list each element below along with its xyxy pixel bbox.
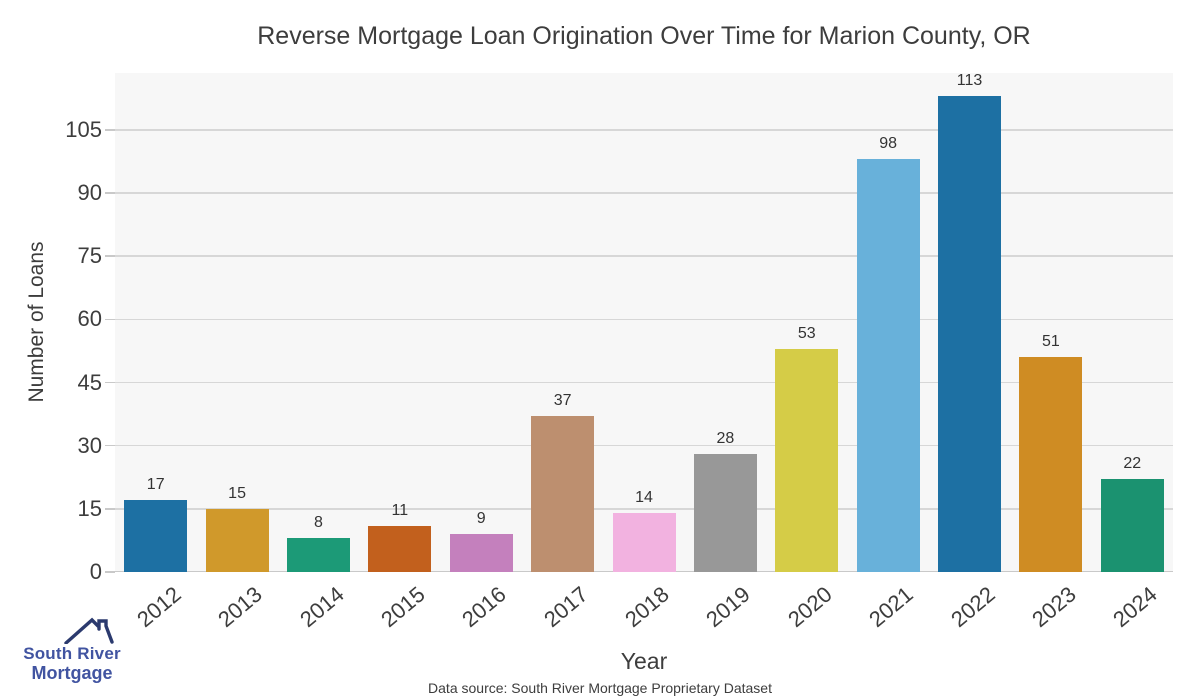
bar-2020 bbox=[775, 348, 839, 572]
y-tick-mark bbox=[105, 444, 115, 447]
gridline bbox=[115, 192, 1173, 194]
y-tick-mark bbox=[105, 192, 115, 194]
x-tick-label: 2018 bbox=[620, 581, 674, 633]
x-tick-label: 2017 bbox=[538, 581, 593, 633]
gridline bbox=[115, 129, 1173, 131]
x-tick-label: 2013 bbox=[213, 581, 267, 633]
bar-value-label: 28 bbox=[716, 430, 735, 448]
bar-2013 bbox=[205, 508, 269, 572]
y-tick-mark bbox=[105, 508, 115, 510]
gridline bbox=[115, 255, 1173, 257]
bar-2016 bbox=[449, 534, 513, 572]
y-tick-label: 45 bbox=[77, 369, 102, 395]
x-tick-label: 2016 bbox=[457, 581, 512, 633]
y-tick-label: 15 bbox=[77, 495, 102, 521]
y-tick-mark bbox=[105, 129, 115, 131]
bar-2024 bbox=[1100, 479, 1164, 572]
data-source-caption: Data source: South River Mortgage Propri… bbox=[428, 680, 772, 696]
y-tick-label: 60 bbox=[77, 306, 102, 332]
bar-value-label: 51 bbox=[1042, 333, 1060, 351]
x-tick-label: 2015 bbox=[376, 581, 430, 633]
x-tick-label: 2022 bbox=[945, 581, 1000, 633]
house-roof-icon bbox=[64, 617, 114, 644]
bar-2022 bbox=[938, 96, 1002, 572]
gridline bbox=[115, 318, 1173, 321]
bar-2017 bbox=[531, 416, 595, 572]
y-tick-mark bbox=[105, 571, 115, 573]
logo-text-line2: Mortgage bbox=[31, 662, 113, 683]
bar-value-label: 14 bbox=[635, 489, 653, 507]
x-axis-label: Year bbox=[620, 648, 668, 674]
bar-value-label: 9 bbox=[476, 510, 486, 528]
x-tick-label: 2012 bbox=[131, 581, 186, 633]
y-tick-mark bbox=[105, 255, 115, 257]
x-tick-label: 2014 bbox=[294, 581, 349, 633]
bar-2014 bbox=[286, 538, 350, 572]
y-tick-label: 75 bbox=[77, 243, 102, 269]
x-tick-label: 2019 bbox=[701, 581, 756, 633]
x-tick-label: 2023 bbox=[1027, 581, 1081, 633]
gridline bbox=[115, 508, 1173, 510]
x-tick-label: 2020 bbox=[782, 581, 837, 633]
logo: South River Mortgage bbox=[18, 617, 126, 682]
bar-2015 bbox=[368, 525, 432, 572]
bar-value-label: 98 bbox=[879, 135, 898, 153]
bar-value-label: 17 bbox=[146, 476, 165, 494]
bar-2018 bbox=[612, 513, 676, 572]
y-tick-label: 105 bbox=[65, 116, 102, 142]
bar-value-label: 22 bbox=[1123, 455, 1142, 473]
bar-value-label: 37 bbox=[553, 392, 572, 410]
bar-2021 bbox=[856, 159, 920, 572]
chart-title: Reverse Mortgage Loan Origination Over T… bbox=[257, 22, 1031, 50]
bar-2023 bbox=[1019, 357, 1083, 572]
y-tick-mark bbox=[105, 318, 115, 321]
y-tick-label: 90 bbox=[77, 180, 102, 205]
bar-value-label: 113 bbox=[956, 72, 983, 90]
gridline bbox=[115, 444, 1173, 447]
plot-area bbox=[115, 73, 1173, 572]
bar-value-label: 11 bbox=[391, 501, 409, 519]
y-tick-label: 0 bbox=[89, 559, 102, 584]
bar-value-label: 53 bbox=[797, 324, 816, 342]
y-tick-label: 30 bbox=[77, 432, 102, 458]
bar-2019 bbox=[693, 454, 757, 572]
y-tick-mark bbox=[105, 381, 115, 384]
x-tick-label: 2024 bbox=[1108, 581, 1163, 633]
bar-value-label: 15 bbox=[228, 484, 246, 502]
x-tick-label: 2021 bbox=[864, 581, 918, 633]
logo-text-line1: South River bbox=[23, 644, 121, 663]
gridline bbox=[115, 381, 1173, 384]
bar-value-label: 8 bbox=[314, 514, 323, 532]
bar-2012 bbox=[124, 500, 188, 572]
